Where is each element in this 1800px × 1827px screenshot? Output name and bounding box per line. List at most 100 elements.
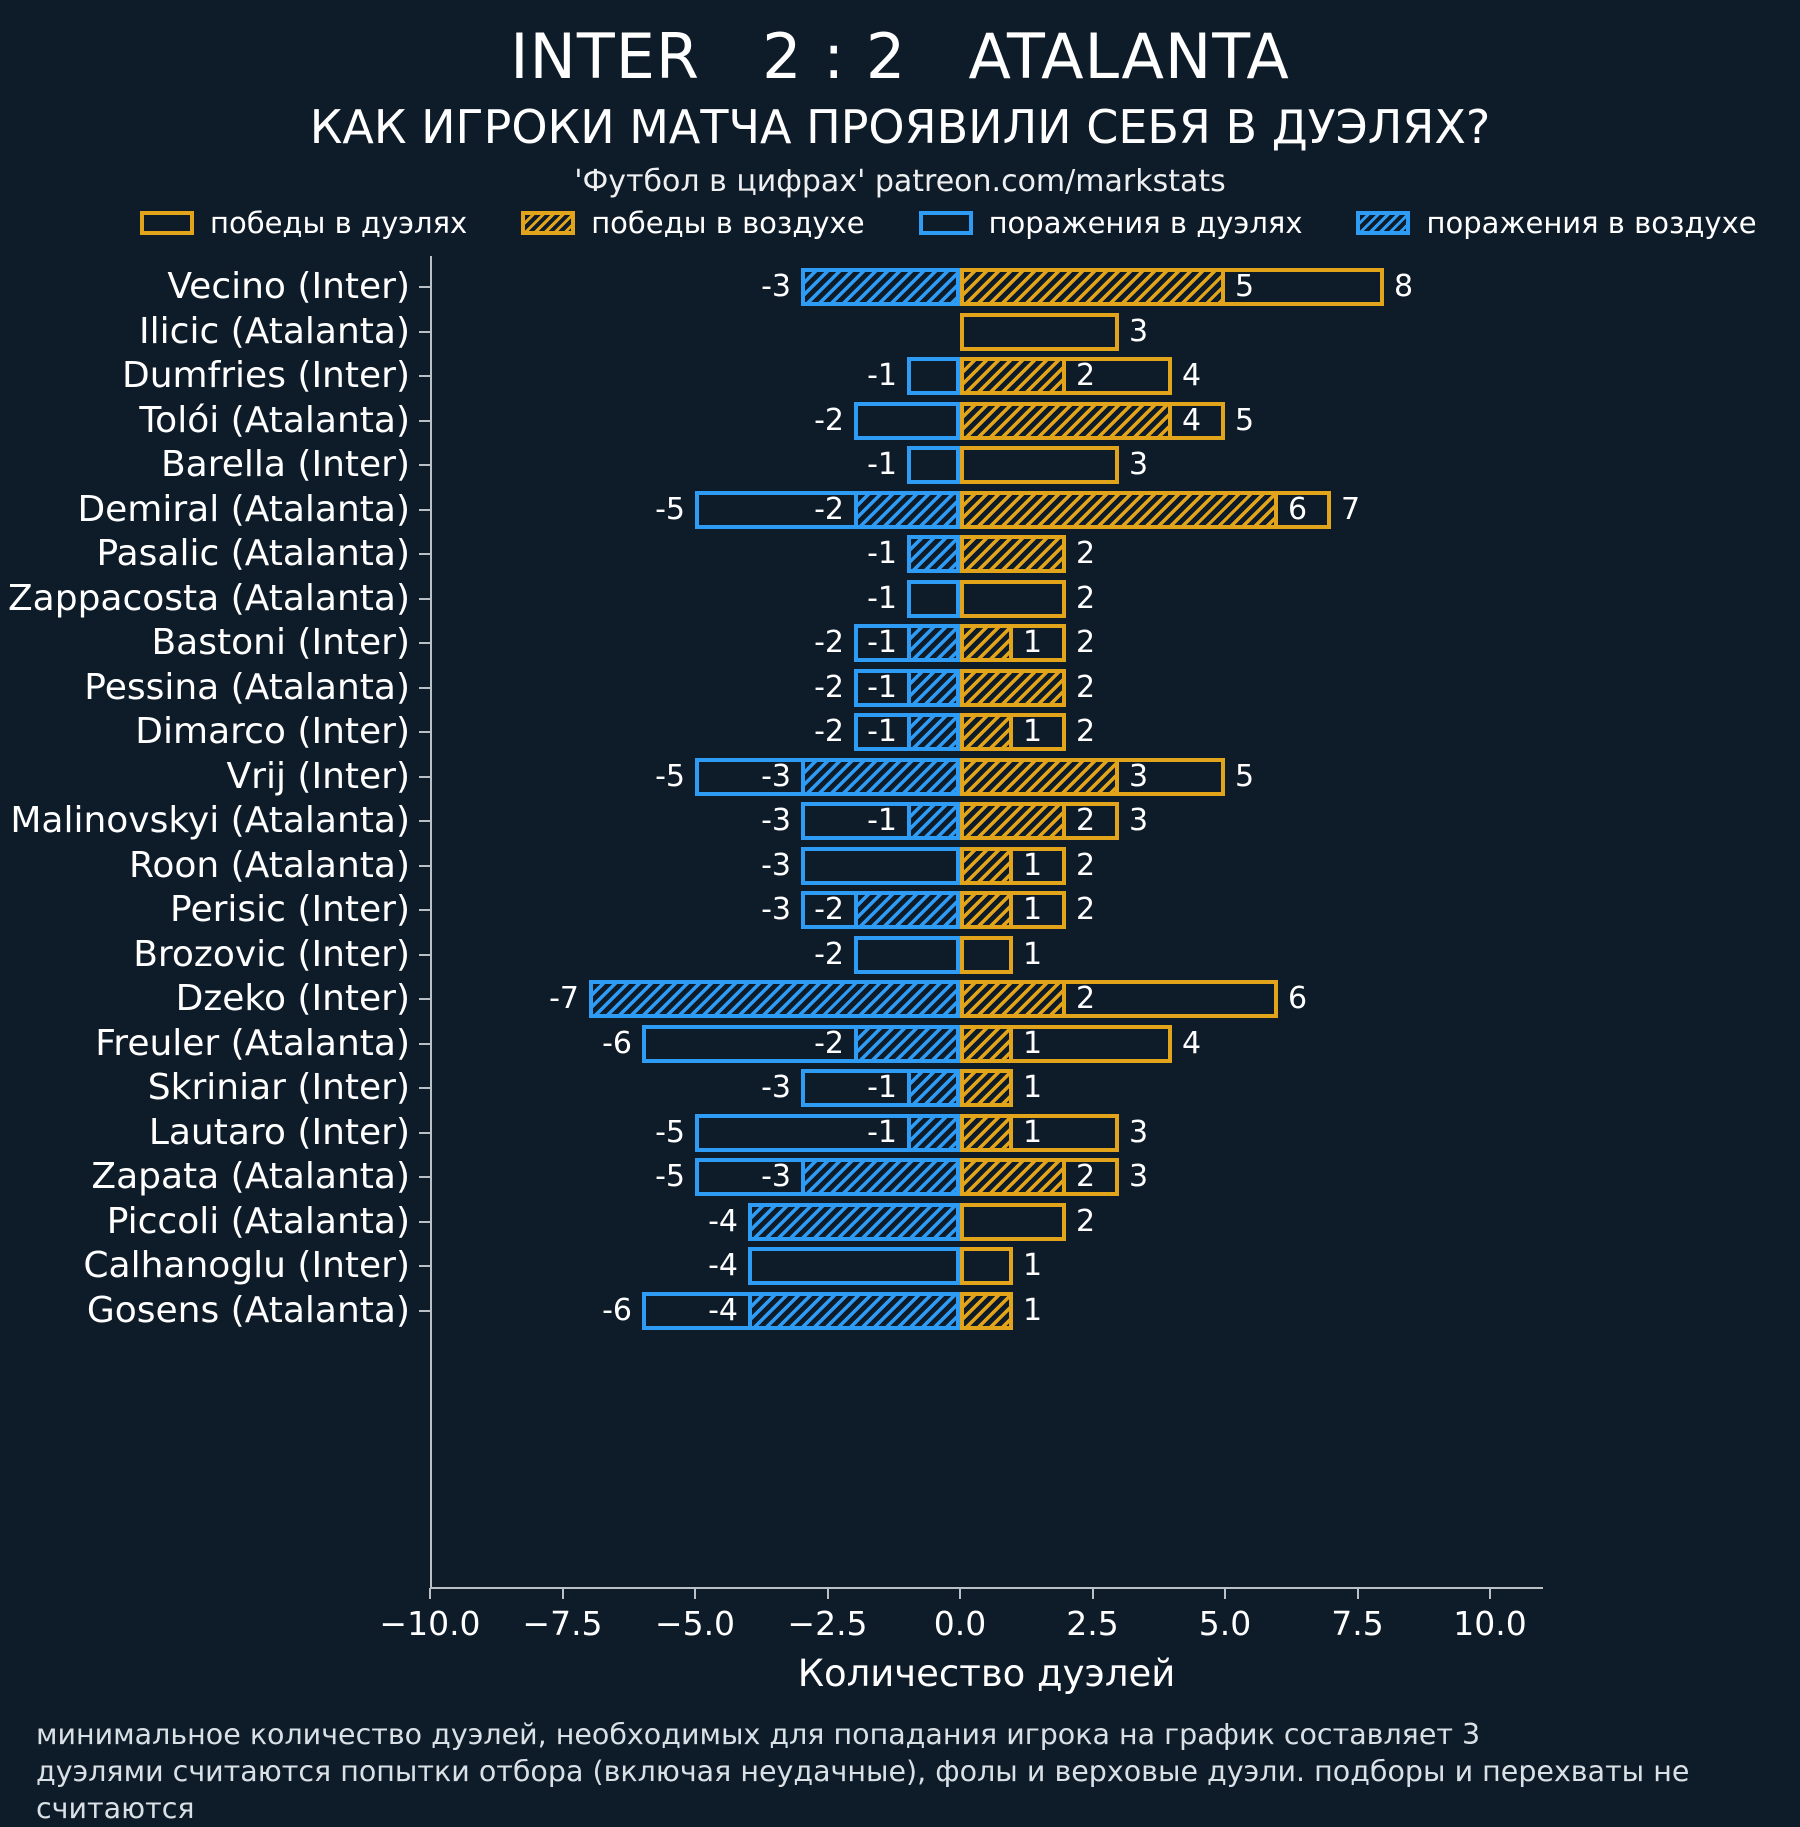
player-label: Lautaro (Inter) [148, 1111, 410, 1153]
win-value: 4 [1182, 1025, 1202, 1061]
player-label: Demiral (Atalanta) [77, 488, 410, 530]
x-tick [561, 1588, 564, 1599]
aerial-loss-bar [854, 490, 960, 529]
aerial-win-bar [960, 357, 1066, 395]
aerial-loss-value: -1 [867, 714, 897, 749]
player-label: Pessina (Atalanta) [84, 666, 410, 708]
win-value: 4 [1182, 358, 1202, 393]
player-label: Barella (Inter) [160, 444, 410, 485]
loss-value: -6 [602, 1025, 632, 1061]
y-tick [419, 642, 431, 644]
credit-line: 'Футбол в цифрах' patreon.com/markstats [574, 164, 1226, 199]
player-label: Skriniar (Inter) [147, 1067, 410, 1108]
win-value: 3 [1129, 1159, 1149, 1194]
loss-value: -3 [761, 803, 791, 838]
x-tick-label: −10.0 [379, 1604, 481, 1643]
y-tick [419, 419, 431, 422]
loss-value: -5 [655, 758, 685, 794]
win-value: 7 [1341, 491, 1361, 527]
aerial-loss-value: -2 [814, 491, 844, 527]
win-value: 2 [1076, 714, 1096, 749]
player-label: Vrij (Inter) [226, 755, 410, 797]
aerial-loss-value: -3 [761, 1159, 791, 1194]
player-label: Zappacosta (Atalanta) [8, 577, 410, 619]
loss-value: -3 [761, 847, 791, 883]
loss-value: -5 [655, 1159, 685, 1194]
aerial-win-bar [960, 1113, 1013, 1152]
win-value: 3 [1129, 447, 1149, 482]
player-label: Freuler (Atalanta) [95, 1022, 410, 1064]
y-tick [419, 686, 431, 689]
aerial-win-value: 2 [1076, 981, 1096, 1016]
y-tick [419, 953, 431, 956]
legend-item-loss-hatch: поражения в воздухе [1356, 206, 1757, 240]
aerial-loss-value: -1 [867, 803, 897, 838]
x-tick-label: −2.5 [787, 1604, 868, 1643]
legend-swatch-win-hatch [521, 211, 576, 235]
aerial-win-value: 1 [1023, 625, 1043, 660]
aerial-win-bar [960, 1291, 1013, 1330]
aerial-win-bar [960, 401, 1172, 440]
x-tick [826, 1588, 829, 1599]
y-tick [419, 1309, 431, 1312]
aerial-win-bar [960, 1069, 1013, 1107]
aerial-loss-bar [748, 1291, 960, 1330]
aerial-win-value: 3 [1129, 758, 1149, 794]
x-axis-spine [430, 1587, 1543, 1589]
aerial-loss-value: -1 [867, 625, 897, 660]
aerial-win-bar [960, 802, 1066, 840]
player-label: Bastoni (Inter) [151, 622, 410, 663]
aerial-loss-bar [801, 757, 960, 796]
aerial-win-value: 1 [1023, 714, 1043, 749]
aerial-win-bar [960, 713, 1013, 751]
loss-value: -3 [761, 1070, 791, 1105]
aerial-loss-bar [801, 268, 960, 306]
player-label: Piccoli (Atalanta) [106, 1200, 410, 1242]
x-axis-label: Количество дуэлей [797, 1652, 1176, 1695]
aerial-win-value: 1 [1023, 892, 1043, 927]
win-value: 2 [1076, 892, 1096, 927]
aerial-win-value: 2 [1076, 803, 1096, 838]
y-tick [419, 330, 431, 333]
y-tick [419, 1220, 431, 1223]
win-value: 1 [1023, 936, 1043, 972]
loss-value: -5 [655, 491, 685, 527]
loss-value: -7 [549, 981, 579, 1016]
win-value: 3 [1129, 313, 1149, 349]
legend-label: поражения в дуэлях [988, 206, 1303, 240]
win-value: 2 [1076, 1203, 1096, 1239]
player-label: Calhanoglu (Inter) [83, 1245, 410, 1286]
win-bar [960, 1247, 1013, 1285]
win-bar [960, 579, 1066, 618]
page-subtitle: КАК ИГРОКИ МАТЧА ПРОЯВИЛИ СЕБЯ В ДУЭЛЯХ? [309, 100, 1491, 154]
legend-item-win-solid: победы в дуэлях [140, 206, 467, 240]
legend-swatch-loss-hatch [1356, 211, 1411, 235]
y-tick [419, 998, 431, 1000]
aerial-loss-bar [907, 535, 960, 573]
legend-item-win-hatch: победы в воздухе [521, 206, 865, 240]
aerial-loss-value: -1 [867, 1070, 897, 1105]
y-tick [419, 1131, 431, 1134]
player-label: Perisic (Inter) [170, 889, 410, 930]
aerial-loss-value: -3 [761, 758, 791, 794]
x-tick [1224, 1588, 1226, 1599]
y-tick [419, 1265, 431, 1267]
x-tick [1489, 1588, 1491, 1599]
player-label: Brozovic (Inter) [133, 933, 410, 975]
aerial-win-bar [960, 980, 1066, 1018]
aerial-win-bar [960, 891, 1013, 929]
footnote-line: дуэлями считаются попытки отбора (включа… [36, 1755, 1690, 1825]
aerial-loss-value: -2 [814, 892, 844, 927]
aerial-loss-bar [907, 1069, 960, 1107]
x-tick [694, 1588, 696, 1599]
aerial-loss-bar [801, 1158, 960, 1196]
aerial-win-bar [960, 1158, 1066, 1196]
loss-bar [907, 579, 960, 618]
loss-bar [854, 935, 960, 974]
aerial-loss-value: -1 [867, 669, 897, 705]
loss-value: -6 [602, 1292, 632, 1328]
player-label: Dumfries (Inter) [121, 355, 410, 396]
y-tick [419, 820, 431, 822]
win-value: 5 [1235, 402, 1255, 438]
x-tick-label: 10.0 [1453, 1604, 1527, 1643]
